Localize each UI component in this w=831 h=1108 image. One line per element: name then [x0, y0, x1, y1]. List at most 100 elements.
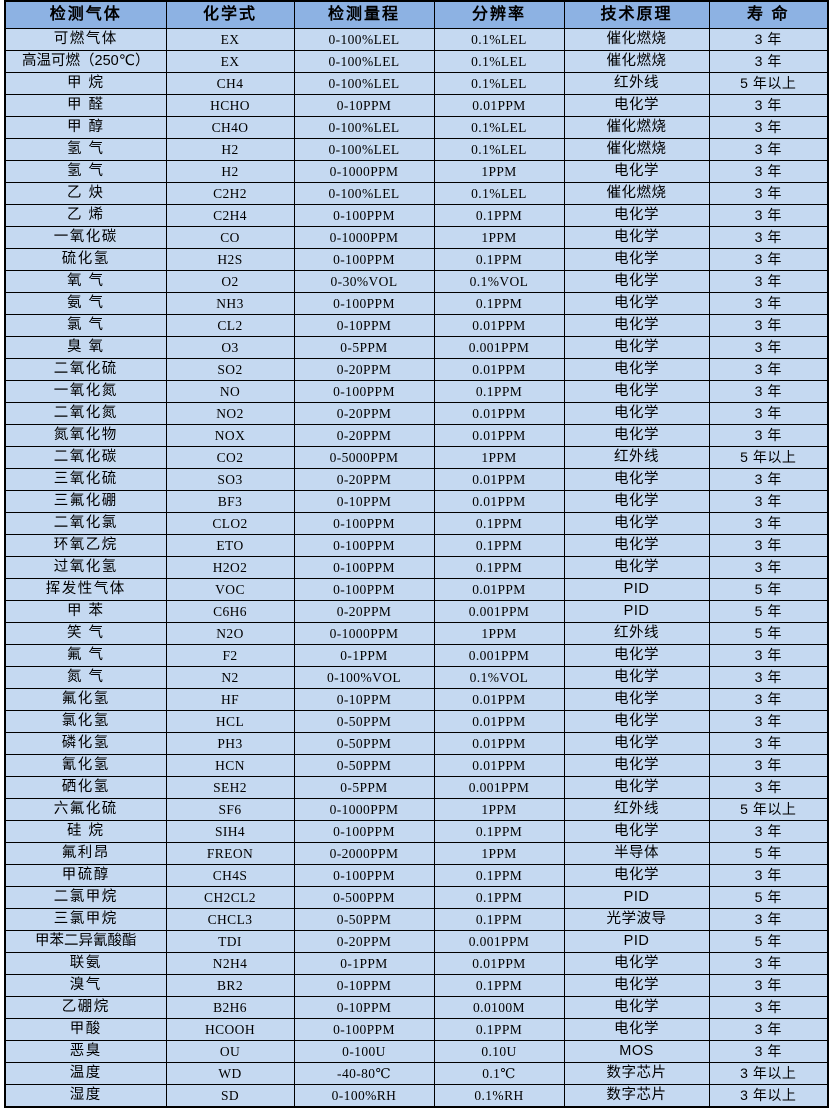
gas-detection-spec-table: 检测气体 化学式 检测量程 分辨率 技术原理 寿 命 可燃气体 EX 0-100%L… — [4, 0, 829, 1108]
cell-gas: 氢 气 — [4, 138, 167, 161]
cell-gas: 甲 醇 — [4, 116, 167, 139]
cell-res: 0.1%LEL — [433, 182, 565, 205]
cell-gas: 三氯甲烷 — [4, 908, 167, 931]
cell-life: 3 年 — [708, 1040, 829, 1063]
column-header-technical-principle: 技术原理 — [563, 0, 710, 29]
cell-gas: 乙 烯 — [4, 204, 167, 227]
cell-life: 5 年 — [708, 578, 829, 601]
cell-range: 0-10PPM — [293, 490, 435, 513]
cell-gas: 温度 — [4, 1062, 167, 1085]
cell-tech: PID — [563, 886, 710, 909]
table-row: 环氧乙烷 ETO 0-100PPM 0.1PPM 电化学 3 年 — [4, 534, 829, 557]
cell-tech: 数字芯片 — [563, 1062, 710, 1085]
table-body: 可燃气体 EX 0-100%LEL 0.1%LEL 催化燃烧 3 年高温可燃（250℃） E… — [4, 28, 829, 1108]
cell-gas: 二氧化硫 — [4, 358, 167, 381]
cell-res: 0.1PPM — [433, 380, 565, 403]
cell-range: 0-100%LEL — [293, 50, 435, 73]
table-row: 二氧化硫 SO2 0-20PPM 0.01PPM 电化学 3 年 — [4, 358, 829, 381]
cell-range: 0-5000PPM — [293, 446, 435, 469]
cell-life: 3 年 — [708, 754, 829, 777]
cell-range: 0-1000PPM — [293, 160, 435, 183]
cell-form: N2 — [165, 666, 295, 689]
cell-life: 3 年 — [708, 490, 829, 513]
table-row: 甲 醛 HCHO 0-10PPM 0.01PPM 电化学 3 年 — [4, 94, 829, 117]
cell-form: HF — [165, 688, 295, 711]
cell-life: 3 年 — [708, 996, 829, 1019]
cell-range: 0-100%RH — [293, 1084, 435, 1108]
cell-range: 0-50PPM — [293, 732, 435, 755]
cell-form: O2 — [165, 270, 295, 293]
cell-tech: 电化学 — [563, 556, 710, 579]
table-header-row: 检测气体 化学式 检测量程 分辨率 技术原理 寿 命 — [4, 0, 829, 29]
cell-form: C6H6 — [165, 600, 295, 623]
cell-range: 0-10PPM — [293, 314, 435, 337]
cell-gas: 氮 气 — [4, 666, 167, 689]
cell-life: 3 年 — [708, 1018, 829, 1041]
cell-res: 0.01PPM — [433, 468, 565, 491]
table-header: 检测气体 化学式 检测量程 分辨率 技术原理 寿 命 — [4, 0, 829, 29]
cell-form: NO — [165, 380, 295, 403]
cell-life: 5 年以上 — [708, 446, 829, 469]
table-row: 三氟化硼 BF3 0-10PPM 0.01PPM 电化学 3 年 — [4, 490, 829, 513]
cell-life: 5 年 — [708, 600, 829, 623]
cell-range: 0-10PPM — [293, 974, 435, 997]
cell-res: 0.01PPM — [433, 358, 565, 381]
cell-range: 0-100PPM — [293, 292, 435, 315]
cell-range: 0-1000PPM — [293, 226, 435, 249]
column-header-detected-gas: 检测气体 — [4, 0, 167, 29]
cell-form: CO — [165, 226, 295, 249]
cell-tech: 电化学 — [563, 468, 710, 491]
cell-tech: 电化学 — [563, 644, 710, 667]
cell-tech: 电化学 — [563, 94, 710, 117]
cell-tech: 电化学 — [563, 732, 710, 755]
cell-res: 0.1%VOL — [433, 666, 565, 689]
cell-tech: 红外线 — [563, 446, 710, 469]
cell-form: CH2CL2 — [165, 886, 295, 909]
cell-res: 0.01PPM — [433, 94, 565, 117]
cell-tech: 电化学 — [563, 292, 710, 315]
cell-form: WD — [165, 1062, 295, 1085]
table-row: 三氯甲烷 CHCL3 0-50PPM 0.1PPM 光学波导 3 年 — [4, 908, 829, 931]
cell-gas: 氟利昂 — [4, 842, 167, 865]
cell-res: 0.1PPM — [433, 1018, 565, 1041]
cell-range: 0-100PPM — [293, 248, 435, 271]
cell-range: 0-20PPM — [293, 424, 435, 447]
cell-gas: 甲 苯 — [4, 600, 167, 623]
cell-gas: 笑 气 — [4, 622, 167, 645]
cell-tech: 催化燃烧 — [563, 28, 710, 51]
cell-res: 0.0100M — [433, 996, 565, 1019]
cell-form: CH4O — [165, 116, 295, 139]
cell-life: 3 年 — [708, 732, 829, 755]
cell-res: 0.01PPM — [433, 314, 565, 337]
cell-life: 3 年 — [708, 644, 829, 667]
cell-tech: 催化燃烧 — [563, 182, 710, 205]
cell-form: FREON — [165, 842, 295, 865]
cell-res: 0.001PPM — [433, 336, 565, 359]
cell-form: EX — [165, 50, 295, 73]
table-row: 甲 苯 C6H6 0-20PPM 0.001PPM PID 5 年 — [4, 600, 829, 623]
cell-gas: 氟 气 — [4, 644, 167, 667]
cell-gas: 硒化氢 — [4, 776, 167, 799]
cell-res: 1PPM — [433, 446, 565, 469]
cell-tech: 电化学 — [563, 996, 710, 1019]
cell-gas: 三氟化硼 — [4, 490, 167, 513]
cell-tech: 电化学 — [563, 666, 710, 689]
cell-res: 0.001PPM — [433, 776, 565, 799]
cell-gas: 甲苯二异氰酸酯 — [4, 930, 167, 953]
table-row: 三氧化硫 SO3 0-20PPM 0.01PPM 电化学 3 年 — [4, 468, 829, 491]
table-row: 过氧化氢 H2O2 0-100PPM 0.1PPM 电化学 3 年 — [4, 556, 829, 579]
cell-life: 3 年 — [708, 292, 829, 315]
cell-gas: 氢 气 — [4, 160, 167, 183]
cell-gas: 可燃气体 — [4, 28, 167, 51]
cell-gas: 乙硼烷 — [4, 996, 167, 1019]
cell-form: BR2 — [165, 974, 295, 997]
cell-form: N2H4 — [165, 952, 295, 975]
cell-res: 0.001PPM — [433, 930, 565, 953]
cell-tech: 数字芯片 — [563, 1084, 710, 1108]
cell-form: HCN — [165, 754, 295, 777]
cell-gas: 甲 烷 — [4, 72, 167, 95]
cell-range: 0-20PPM — [293, 600, 435, 623]
cell-range: 0-100PPM — [293, 380, 435, 403]
table-row: 可燃气体 EX 0-100%LEL 0.1%LEL 催化燃烧 3 年 — [4, 28, 829, 51]
table-row: 氢 气 H2 0-100%LEL 0.1%LEL 催化燃烧 3 年 — [4, 138, 829, 161]
